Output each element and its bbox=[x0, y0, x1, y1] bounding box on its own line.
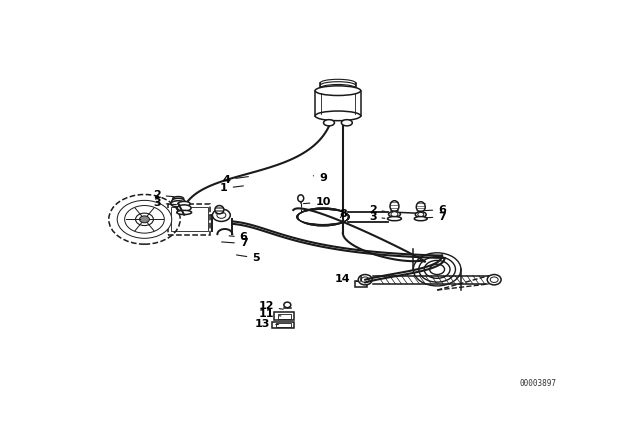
Ellipse shape bbox=[178, 202, 190, 206]
Text: 13: 13 bbox=[255, 319, 278, 328]
Ellipse shape bbox=[358, 275, 372, 285]
Ellipse shape bbox=[416, 202, 425, 212]
Circle shape bbox=[217, 212, 226, 218]
Ellipse shape bbox=[388, 211, 401, 217]
Circle shape bbox=[136, 213, 154, 225]
Ellipse shape bbox=[320, 82, 356, 89]
Text: 7: 7 bbox=[425, 212, 446, 222]
Ellipse shape bbox=[487, 275, 501, 285]
Text: 4: 4 bbox=[222, 175, 248, 185]
Circle shape bbox=[391, 212, 398, 216]
FancyBboxPatch shape bbox=[273, 322, 294, 328]
Ellipse shape bbox=[320, 79, 356, 87]
Circle shape bbox=[361, 277, 369, 283]
Text: 8: 8 bbox=[339, 209, 347, 219]
Text: 14: 14 bbox=[335, 274, 358, 284]
Ellipse shape bbox=[324, 120, 335, 126]
Text: 2: 2 bbox=[369, 205, 385, 215]
Ellipse shape bbox=[414, 216, 428, 221]
Ellipse shape bbox=[415, 212, 426, 217]
Circle shape bbox=[418, 212, 424, 216]
Circle shape bbox=[125, 206, 164, 233]
Ellipse shape bbox=[215, 206, 224, 214]
Ellipse shape bbox=[173, 197, 184, 201]
Text: 10: 10 bbox=[303, 197, 331, 207]
Text: 1: 1 bbox=[220, 183, 243, 193]
Text: 3: 3 bbox=[153, 198, 177, 208]
Text: 7: 7 bbox=[221, 238, 248, 249]
Text: 3: 3 bbox=[369, 212, 385, 222]
Ellipse shape bbox=[172, 198, 185, 204]
Text: 6: 6 bbox=[229, 232, 248, 242]
Text: 00003897: 00003897 bbox=[519, 379, 556, 388]
Circle shape bbox=[212, 209, 230, 221]
Ellipse shape bbox=[284, 302, 291, 308]
Circle shape bbox=[490, 277, 498, 283]
Text: 12: 12 bbox=[259, 301, 283, 311]
Ellipse shape bbox=[315, 86, 361, 95]
Ellipse shape bbox=[177, 205, 191, 211]
Ellipse shape bbox=[177, 211, 191, 215]
FancyBboxPatch shape bbox=[168, 204, 211, 235]
Text: 5: 5 bbox=[237, 253, 260, 263]
Text: 11: 11 bbox=[259, 309, 281, 319]
Circle shape bbox=[140, 216, 150, 223]
Text: 2: 2 bbox=[153, 190, 174, 200]
Ellipse shape bbox=[341, 120, 352, 126]
Circle shape bbox=[117, 200, 172, 238]
Text: 9: 9 bbox=[314, 173, 327, 183]
Text: 6: 6 bbox=[425, 205, 446, 215]
Ellipse shape bbox=[320, 87, 356, 95]
FancyBboxPatch shape bbox=[275, 313, 294, 320]
FancyBboxPatch shape bbox=[355, 281, 367, 287]
Ellipse shape bbox=[388, 216, 401, 221]
Ellipse shape bbox=[320, 85, 356, 92]
Ellipse shape bbox=[171, 201, 186, 207]
Ellipse shape bbox=[390, 201, 399, 212]
Ellipse shape bbox=[298, 195, 304, 202]
